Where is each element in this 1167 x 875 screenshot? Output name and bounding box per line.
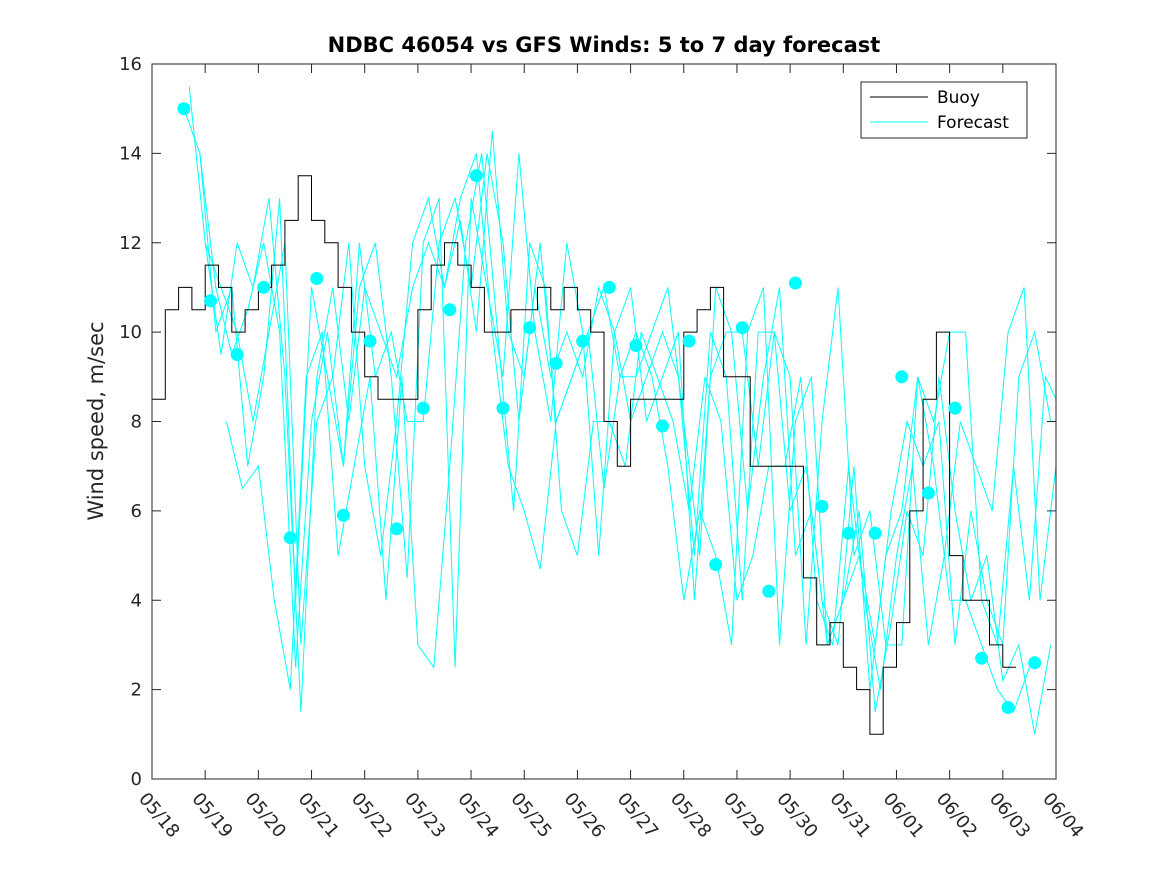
- forecast-marker: [975, 651, 989, 665]
- y-tick-label: 12: [119, 233, 142, 254]
- y-tick-label: 6: [131, 501, 142, 522]
- forecast-marker: [230, 348, 244, 361]
- legend-box: [860, 81, 1028, 139]
- x-tick-label: 06/01: [879, 789, 928, 842]
- forecast-line-4: [225, 153, 1057, 690]
- forecast-marker: [868, 526, 882, 540]
- forecast-marker: [363, 334, 377, 348]
- x-tick-label: 06/02: [932, 789, 981, 842]
- y-tick-label: 14: [119, 143, 142, 164]
- buoy-line: [152, 175, 1017, 735]
- marker-layer: [177, 102, 1042, 714]
- forecast-marker: [762, 584, 776, 598]
- x-tick-label: 05/26: [560, 789, 609, 842]
- y-axis-label: Wind speed, m/sec: [84, 321, 108, 520]
- forecast-marker: [310, 272, 324, 285]
- x-tick-label: 05/18: [134, 789, 183, 842]
- forecast-marker: [709, 558, 723, 571]
- x-tick-label: 05/21: [294, 789, 343, 842]
- y-tick-label: 0: [131, 769, 142, 790]
- forecast-marker: [390, 522, 404, 536]
- y-tick-label: 8: [131, 412, 142, 433]
- x-tick-label: 05/31: [825, 789, 874, 842]
- forecast-marker: [177, 102, 191, 116]
- x-tick-label: 05/27: [613, 789, 662, 842]
- forecast-marker: [895, 370, 909, 384]
- x-tick-label: 05/29: [719, 789, 768, 842]
- forecast-marker: [921, 486, 935, 500]
- forecast-marker: [443, 303, 457, 317]
- x-tick-label: 05/25: [506, 789, 555, 842]
- x-tick-label: 06/03: [985, 789, 1034, 842]
- forecast-marker: [549, 356, 563, 370]
- y-tick-label: 2: [131, 680, 142, 701]
- forecast-marker: [336, 508, 350, 522]
- forecast-marker: [523, 321, 537, 335]
- legend: Buoy Forecast: [860, 81, 1028, 139]
- x-tick-label: 05/30: [772, 789, 821, 842]
- x-tick-label: 05/28: [666, 789, 715, 842]
- forecast-marker: [283, 531, 297, 545]
- forecast-marker: [602, 280, 616, 294]
- forecast-marker: [257, 280, 271, 294]
- x-tick-label: 05/22: [347, 789, 396, 842]
- forecast-marker: [416, 401, 430, 415]
- legend-forecast-label: Forecast: [937, 113, 1009, 133]
- forecast-marker: [842, 526, 856, 540]
- forecast-marker: [629, 339, 643, 352]
- forecast-marker: [788, 276, 802, 290]
- y-tick-label: 10: [119, 322, 142, 343]
- forecast-marker: [948, 401, 962, 415]
- x-tick-label: 05/23: [400, 789, 449, 842]
- forecast-marker: [496, 401, 510, 415]
- series-layer: [152, 86, 1057, 735]
- forecast-marker: [735, 321, 749, 335]
- x-tick-label: 06/04: [1038, 789, 1087, 842]
- forecast-marker: [1001, 701, 1015, 714]
- forecast-marker: [815, 499, 829, 513]
- forecast-marker: [204, 294, 217, 308]
- y-tick-label: 4: [131, 590, 142, 611]
- forecast-marker: [682, 334, 696, 348]
- forecast-marker: [576, 334, 590, 348]
- x-tick-label: 05/19: [187, 789, 236, 842]
- forecast-marker: [1028, 656, 1042, 670]
- chart-title: NDBC 46054 vs GFS Winds: 5 to 7 day fore…: [328, 33, 881, 57]
- legend-buoy-label: Buoy: [937, 88, 980, 108]
- forecast-line-1: [183, 108, 1030, 714]
- forecast-line-3: [199, 153, 1057, 668]
- y-tick-label: 16: [119, 54, 142, 75]
- forecast-marker: [469, 169, 483, 183]
- x-tick-label: 05/24: [453, 789, 502, 842]
- x-tick-label: 05/20: [241, 789, 290, 842]
- forecast-marker: [656, 419, 669, 433]
